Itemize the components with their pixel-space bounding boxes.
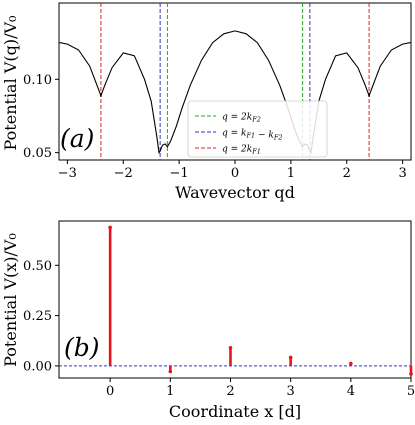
x-tick-label: 2 (226, 384, 234, 399)
legend: q = 2kF2 q = kF1 − kF2 q = 2kF1 (187, 100, 328, 158)
stem-marker-x3 (288, 355, 293, 360)
x-tick-label: 3 (398, 166, 406, 181)
stem-marker-x4 (349, 361, 353, 366)
legend-entry: q = 2kF1 (222, 145, 261, 156)
stem-marker-x2 (228, 346, 233, 350)
panel-b-x-ticks: 0 1 2 3 4 5 (106, 378, 415, 399)
panel-b-x-axis-label: Coordinate x [d] (169, 402, 301, 421)
y-tick-label: 0.10 (23, 73, 52, 88)
y-tick-label: 0.50 (23, 259, 52, 274)
x-tick-label: 5 (407, 384, 415, 399)
x-tick-label: 1 (166, 384, 174, 399)
panel-a-reference-lines (100, 3, 370, 160)
x-tick-label: −2 (114, 166, 133, 181)
panel-a-x-ticks: −3 −2 −1 0 1 2 3 (58, 160, 407, 181)
panel-b: 0 1 2 3 4 5 0.00 0.25 0.50 (b) Coordinate x [d]… (1, 220, 415, 421)
panel-b-stems (108, 225, 413, 376)
panel-b-y-axis-label: Potential V(x)/V₀ (1, 233, 20, 367)
stem-marker-x1 (168, 369, 173, 374)
legend-box (187, 100, 328, 158)
x-tick-label: 4 (347, 384, 355, 399)
x-tick-label: −1 (170, 166, 189, 181)
panel-a: −3 −2 −1 0 1 2 3 0.05 0.10 (a) q = 2kF2 q = kF1 … (1, 2, 412, 202)
panel-b-label: (b) (64, 333, 100, 362)
x-tick-label: 2 (343, 166, 351, 181)
x-tick-label: −3 (58, 166, 77, 181)
stem-marker-x0 (108, 225, 112, 230)
panel-a-y-axis-label: Potential V(q)/V₀ (1, 16, 20, 151)
legend-entry: q = 2kF2 (222, 113, 261, 124)
panel-a-x-axis-label: Wavevector qd (175, 183, 295, 202)
x-tick-label: 0 (106, 384, 114, 399)
x-tick-label: 1 (287, 166, 295, 181)
stem-marker-x5 (409, 372, 413, 376)
y-tick-label: 0.05 (23, 146, 52, 161)
x-tick-label: 3 (287, 384, 295, 399)
panel-b-y-ticks: 0.00 0.25 0.50 (23, 259, 59, 374)
x-tick-label: 0 (231, 166, 239, 181)
legend-entry: q = kF1 − kF2 (222, 129, 283, 142)
panel-b-frame (58, 220, 412, 379)
y-tick-label: 0.25 (23, 309, 52, 324)
panel-a-label: (a) (60, 124, 94, 153)
y-tick-label: 0.00 (23, 359, 52, 374)
panel-a-y-ticks: 0.05 0.10 (23, 73, 59, 161)
potential-curve (59, 30, 411, 155)
